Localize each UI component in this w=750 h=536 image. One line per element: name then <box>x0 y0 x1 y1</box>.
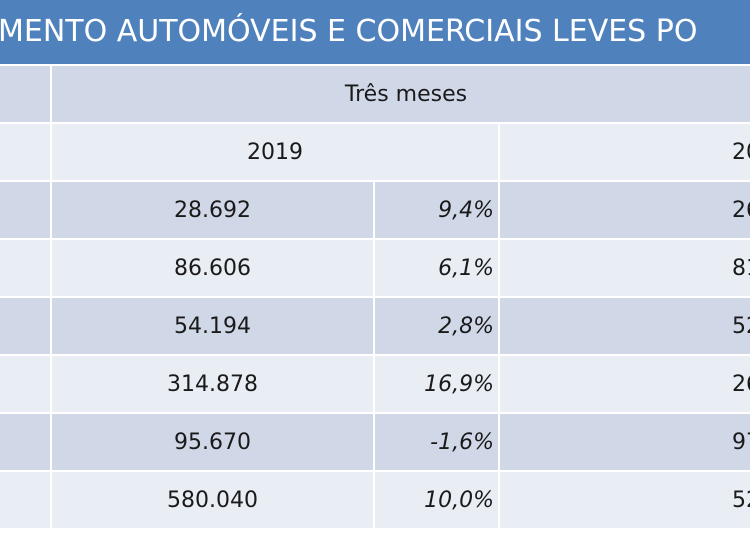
row-label <box>0 356 50 412</box>
value-cell: 97 <box>500 414 750 470</box>
value-cell: 95.670 <box>52 414 373 470</box>
value-cell: 580.040 <box>52 472 373 528</box>
period-header: Três meses <box>52 66 750 122</box>
value-cell: 52 <box>500 298 750 354</box>
percent-cell: 16,9% <box>375 356 498 412</box>
value-cell: 26 <box>500 182 750 238</box>
value-cell: 314.878 <box>52 356 373 412</box>
percent-cell: 6,1% <box>375 240 498 296</box>
row-label <box>0 472 50 528</box>
percent-cell: 10,0% <box>375 472 498 528</box>
title-bar: MENTO AUTOMÓVEIS E COMERCIAIS LEVES PO <box>0 0 750 64</box>
value-cell: 81. <box>500 240 750 296</box>
value-cell: 28.692 <box>52 182 373 238</box>
row-label <box>0 414 50 470</box>
header-empty <box>0 124 50 180</box>
percent-cell: 9,4% <box>375 182 498 238</box>
percent-cell: -1,6% <box>375 414 498 470</box>
value-cell: 269 <box>500 356 750 412</box>
value-cell: 86.606 <box>52 240 373 296</box>
row-label <box>0 240 50 296</box>
row-label <box>0 298 50 354</box>
row-label <box>0 182 50 238</box>
year-header: 2019 <box>52 124 498 180</box>
percent-cell: 2,8% <box>375 298 498 354</box>
value-cell: 527 <box>500 472 750 528</box>
year-header: 20 <box>500 124 750 180</box>
value-cell: 54.194 <box>52 298 373 354</box>
header-empty <box>0 66 50 122</box>
